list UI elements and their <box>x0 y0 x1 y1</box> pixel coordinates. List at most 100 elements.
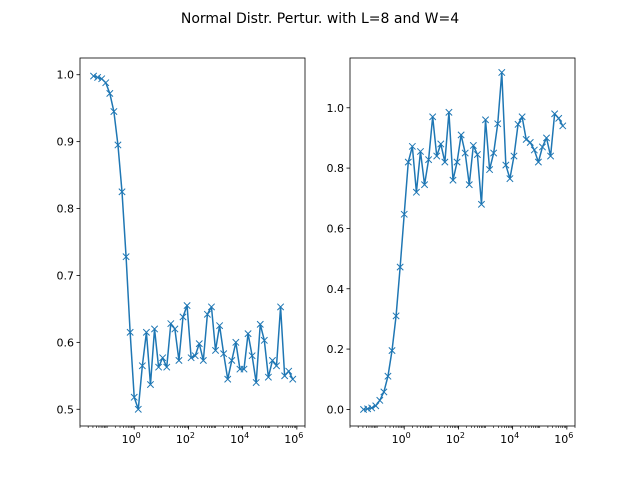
y-tick-label: 0.6 <box>57 336 75 349</box>
data-point <box>461 149 469 157</box>
data-point <box>416 147 425 156</box>
axes-frame-right <box>349 57 576 427</box>
data-point <box>199 356 207 364</box>
data-point <box>486 166 494 174</box>
y-tick-label: 0.8 <box>57 203 75 216</box>
data-point <box>510 152 518 160</box>
data-point <box>150 325 159 333</box>
data-point <box>425 156 433 164</box>
y-tick-label: 0.0 <box>327 403 345 416</box>
y-tick-label: 0.7 <box>57 269 75 282</box>
data-point <box>240 365 248 373</box>
data-point <box>420 181 429 189</box>
x-tick-label-exponent: 0 <box>406 431 411 440</box>
y-ticks-left: 0.5 0.6 0.7 0.8 0.9 1.0 <box>57 69 80 416</box>
data-point <box>437 140 445 148</box>
data-point <box>110 107 118 116</box>
data-point <box>473 150 481 159</box>
data-point <box>159 354 167 362</box>
data-point <box>138 362 146 370</box>
x-tick-label-base: 10 <box>500 433 514 446</box>
data-point <box>268 356 277 364</box>
x-tick-label-exponent: 2 <box>190 431 195 440</box>
y-tick-label: 1.0 <box>57 69 75 82</box>
data-point <box>89 72 98 80</box>
series-line-left <box>93 75 294 411</box>
data-point <box>220 350 228 358</box>
data-point <box>449 176 457 184</box>
data-point <box>118 188 126 196</box>
x-tick-label: 104 <box>500 431 519 446</box>
y-tick-label: 0.4 <box>327 283 345 296</box>
y-tick-label: 0.6 <box>327 222 345 235</box>
axes-frame-left <box>79 57 306 427</box>
data-point <box>272 362 281 370</box>
data-point <box>506 175 514 183</box>
data-point <box>445 108 453 116</box>
data-point <box>122 253 130 261</box>
x-tick-label-exponent: 6 <box>298 431 303 440</box>
data-point <box>388 347 396 355</box>
markers-right <box>359 68 567 413</box>
x-tick-label-base: 10 <box>230 433 244 446</box>
data-point <box>195 340 203 348</box>
figure-title: Normal Distr. Pertur. with L=8 and W=4 <box>181 11 459 27</box>
data-point <box>392 312 400 320</box>
x-tick-label: 104 <box>230 431 249 446</box>
data-point <box>163 363 171 371</box>
data-point <box>404 158 412 166</box>
data-point <box>175 356 183 364</box>
data-point <box>534 158 542 166</box>
data-point <box>522 135 530 143</box>
data-point <box>248 352 256 360</box>
data-point <box>494 120 502 128</box>
data-point <box>518 113 526 121</box>
data-point <box>380 388 388 396</box>
data-point <box>167 320 175 328</box>
data-point <box>285 367 293 375</box>
y-tick-label: 0.9 <box>57 136 75 149</box>
x-tick-label-base: 10 <box>392 433 406 446</box>
data-point <box>538 143 547 151</box>
data-point <box>264 373 272 381</box>
data-point <box>547 152 555 160</box>
x-tick-label: 106 <box>284 431 303 446</box>
data-point <box>211 346 220 354</box>
data-point <box>530 146 538 154</box>
data-point <box>514 120 522 128</box>
data-point <box>481 116 490 124</box>
data-point <box>453 158 461 166</box>
y-tick-label: 0.2 <box>327 343 345 356</box>
data-point <box>94 73 102 81</box>
y-tick-label: 0.8 <box>327 162 345 175</box>
x-ticks-right: 100 102 104 106 <box>349 426 576 446</box>
x-ticks-left: 100 102 104 106 <box>79 426 306 446</box>
x-tick-label-exponent: 6 <box>568 431 573 440</box>
data-point <box>498 68 506 77</box>
data-point <box>102 79 110 87</box>
data-point <box>559 122 567 130</box>
data-point <box>490 149 498 157</box>
data-point <box>260 336 268 344</box>
data-point <box>130 393 138 401</box>
data-point <box>542 134 551 142</box>
x-tick-label-base: 10 <box>122 433 136 446</box>
data-point <box>408 142 416 150</box>
data-point <box>179 313 187 321</box>
data-point <box>155 363 163 371</box>
data-point <box>433 152 441 160</box>
y-tick-label: 1.0 <box>327 102 345 115</box>
data-point <box>555 114 563 122</box>
data-point <box>400 210 408 218</box>
x-tick-label-base: 10 <box>554 433 568 446</box>
data-point <box>183 302 191 310</box>
data-point <box>429 113 437 121</box>
x-tick-label: 102 <box>446 431 465 446</box>
data-point <box>126 328 134 336</box>
data-point <box>457 131 465 139</box>
x-tick-label: 106 <box>554 431 573 446</box>
data-point <box>289 375 297 383</box>
data-point <box>412 188 420 196</box>
x-tick-label-exponent: 4 <box>244 431 249 440</box>
